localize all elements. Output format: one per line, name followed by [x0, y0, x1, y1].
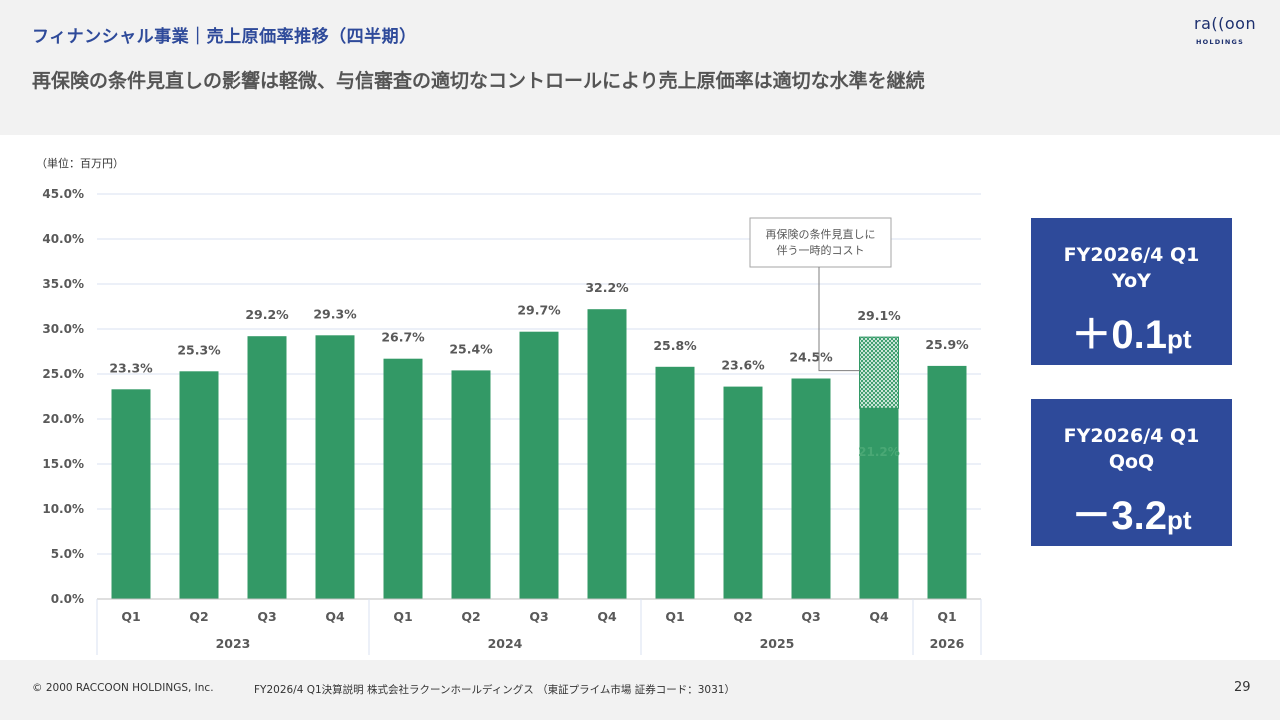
bar-value-label: 23.3% [109, 360, 153, 375]
bar-value-label: 32.2% [585, 280, 629, 295]
footer-copyright: © 2000 RACCOON HOLDINGS, Inc. [32, 682, 214, 694]
bar-value-label: 25.4% [449, 341, 493, 356]
kpi-qoq-sign: － [1071, 494, 1112, 538]
annotation-leader-line [818, 267, 860, 372]
bar [791, 378, 831, 599]
x-tick-label: Q3 [801, 609, 820, 624]
page-title: フィナンシャル事業｜売上原価率推移（四半期） [32, 27, 417, 47]
bar [927, 365, 967, 599]
unit-label: （単位：百万円） [36, 157, 124, 170]
kpi-yoy-card: FY2026/4 Q1 YoY ＋0.1pt [1031, 218, 1232, 365]
kpi-yoy-period: FY2026/4 Q1 [1063, 244, 1200, 266]
bar-value-label: 23.6% [721, 358, 765, 373]
bar [587, 309, 627, 599]
bar [111, 389, 151, 599]
kpi-qoq-period: FY2026/4 Q1 [1063, 425, 1200, 447]
bar [247, 336, 287, 599]
x-tick-label: Q1 [393, 609, 412, 624]
x-tick-label: Q2 [189, 609, 208, 624]
x-tick-label: Q3 [257, 609, 276, 624]
y-tick-label: 30.0% [42, 322, 84, 336]
y-tick-label: 5.0% [51, 547, 84, 561]
logo-wordmark: ra((oon [1194, 14, 1257, 33]
y-tick-label: 10.0% [42, 502, 84, 516]
y-tick-label: 0.0% [51, 592, 84, 606]
bar-value-label: 26.7% [381, 330, 425, 345]
bar [383, 358, 423, 599]
x-tick-label: Q2 [461, 609, 480, 624]
raccoon-logo: ra((oon HOLDINGS [1190, 14, 1266, 50]
kpi-qoq-value: －3.2pt [1031, 483, 1232, 541]
y-tick-label: 35.0% [42, 277, 84, 291]
bar-value-label: 25.8% [653, 338, 697, 353]
kpi-qoq-unit: pt [1167, 505, 1192, 535]
cost-ratio-bar-chart: 0.0% 5.0% 10.0% 15.0% 20.0% 25.0% 30.0% 35.0% 40… [42, 187, 982, 655]
x-tick-label: Q4 [325, 609, 345, 624]
bar-base-label: 21.2% [858, 445, 900, 459]
y-tick-label: 20.0% [42, 412, 84, 426]
y-tick-label: 25.0% [42, 367, 84, 381]
x-group-label: 2025 [760, 636, 795, 651]
x-group-label: 2024 [488, 636, 523, 651]
kpi-yoy-unit: pt [1167, 324, 1192, 354]
annotation-text: 再保険の条件見直しに [766, 227, 876, 241]
x-tick-label: Q1 [121, 609, 140, 624]
bar-value-label: 24.5% [789, 350, 833, 365]
y-tick-label: 45.0% [42, 187, 84, 201]
bar [723, 386, 763, 599]
y-tick-label: 40.0% [42, 232, 84, 246]
bar-segment-base [859, 408, 899, 599]
bar-value-label: 25.3% [177, 342, 221, 357]
x-tick-label: Q4 [869, 609, 889, 624]
page-number: 29 [1234, 680, 1251, 695]
page-headline: 再保険の条件見直しの影響は軽微、与信審査の適切なコントロールにより売上原価率は適… [32, 70, 925, 92]
logo-subtitle: HOLDINGS [1196, 38, 1244, 46]
bar [315, 335, 355, 599]
kpi-qoq-number: 3.2 [1111, 494, 1168, 538]
annotation-text: 伴う一時的コスト [777, 243, 865, 257]
bar-value-label: 29.2% [245, 307, 289, 322]
bar-value-label: 29.1% [857, 308, 901, 323]
kpi-yoy-value: ＋0.1pt [1031, 302, 1232, 360]
kpi-yoy-label: YoY [1112, 270, 1151, 292]
x-group-label: 2026 [930, 636, 965, 651]
bar-value-label: 29.7% [517, 303, 561, 318]
bar-value-label: 29.3% [313, 306, 357, 321]
kpi-yoy-number: 0.1 [1111, 313, 1168, 357]
bar-value-label: 25.9% [925, 337, 969, 352]
x-tick-label: Q4 [597, 609, 617, 624]
kpi-yoy-sign: ＋ [1071, 313, 1112, 357]
bar [519, 331, 559, 599]
bar [179, 371, 219, 599]
kpi-qoq-label: QoQ [1108, 451, 1155, 473]
bar [655, 366, 695, 599]
x-tick-label: Q2 [733, 609, 752, 624]
bar-segment-temporary-cost [859, 336, 899, 409]
x-tick-label: Q3 [529, 609, 548, 624]
bar [451, 370, 491, 599]
kpi-qoq-card: FY2026/4 Q1 QoQ －3.2pt [1031, 399, 1232, 546]
x-group-label: 2023 [216, 636, 251, 651]
annotation-box [749, 217, 892, 268]
x-tick-label: Q1 [937, 609, 956, 624]
footer-document-title: FY2026/4 Q1決算説明 株式会社ラクーンホールディングス （東証プライム… [254, 684, 735, 696]
y-tick-label: 15.0% [42, 457, 84, 471]
x-tick-label: Q1 [665, 609, 684, 624]
